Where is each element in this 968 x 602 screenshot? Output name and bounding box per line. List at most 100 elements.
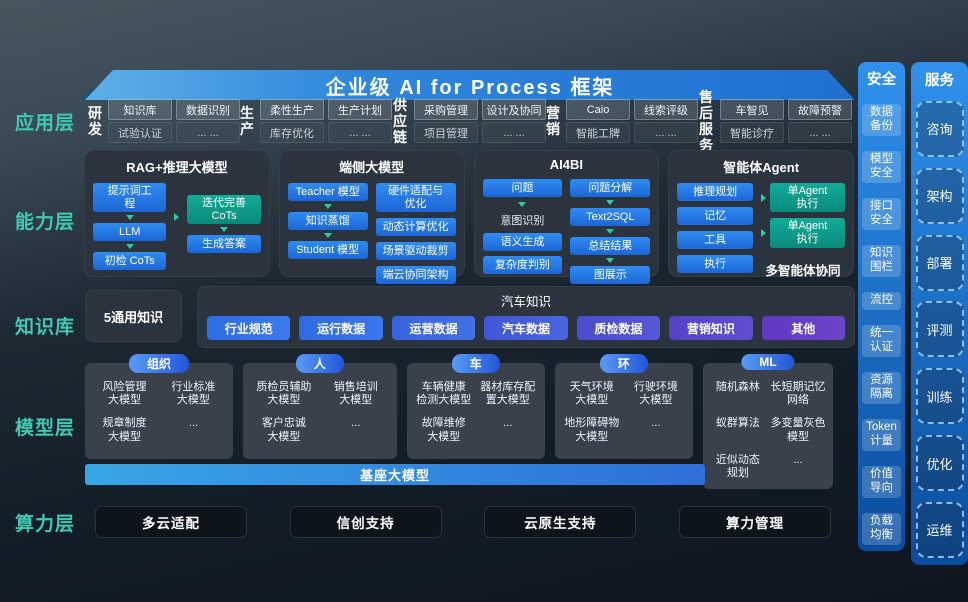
model-item: 长短期记忆 网络 <box>770 381 826 407</box>
model-item: 规章制度 大模型 <box>102 417 147 443</box>
capability-layer-row: RAG+推理大模型 提示词工 程 LLM 初检 CoTs 迭代完善 CoTs 生… <box>84 150 854 285</box>
application-layer-row: 研发 知识库 试验认证 数据识别 ... ... 生产 柔性生产 库存优化 <box>88 89 852 153</box>
service-item: 运维 <box>915 501 964 558</box>
arrow-down-icon <box>323 233 332 238</box>
security-item: 知识 围栏 <box>862 245 901 277</box>
arrow-right-icon <box>174 213 180 221</box>
model-item: 车辆健康 检测大模型 <box>416 381 472 407</box>
feature-box: 场景驱动裁剪 <box>375 242 456 261</box>
panel-title: 端侧大模型 <box>339 160 405 175</box>
app-item: ... ... <box>176 122 240 143</box>
arrow-down-icon <box>606 200 615 205</box>
model-group-ml: ML 随机森林 长短期记忆 网络 蚁群算法 多变量灰色 模型 近似动态 规划 .… <box>702 354 834 489</box>
agent-component-box: 推理规划 <box>677 183 753 201</box>
panel-title: RAG+推理大模型 <box>126 160 228 175</box>
panel-title: 智能体Agent <box>723 160 800 175</box>
model-item: 风险管理 大模型 <box>102 381 147 407</box>
security-item: 模型 安全 <box>862 151 901 183</box>
app-item: ... ... <box>634 122 698 143</box>
services-panel: 服务 咨询 架构 部署 评测 训练 优化 运维 <box>911 62 968 565</box>
security-panel: 安全 数据 备份 模型 安全 接口 安全 知识 围栏 流控 统一 认证 资源 隔… <box>858 62 905 551</box>
model-item: 质检员辅助 大模型 <box>256 381 312 407</box>
service-item: 部署 <box>915 234 964 291</box>
layer-label-model: 模型层 <box>14 418 75 439</box>
agent-component-box: 工具 <box>677 231 753 249</box>
model-group-people: 人 质检员辅助 大模型 销售培训 大模型 客户忠诚 大模型 ... <box>242 354 397 459</box>
model-group-environment: 环 天气环境 大模型 行驶环境 大模型 地形障碍物 大模型 ... <box>554 354 693 459</box>
app-item: 数据识别 <box>176 99 240 120</box>
model-item: ... <box>351 417 361 430</box>
section-label: 研发 <box>88 104 102 137</box>
panel-agent: 智能体Agent 推理规划 记忆 工具 执行 单Agent 执行 单Agent … <box>668 150 854 278</box>
model-item: 故障维修 大模型 <box>421 417 466 443</box>
layer-label-compute: 算力层 <box>14 514 75 535</box>
app-item: Caio <box>566 99 630 120</box>
service-item: 咨询 <box>915 100 964 157</box>
security-item: 流控 <box>862 292 901 311</box>
group-pill: 组织 <box>128 354 189 373</box>
panel-edge-model: 端侧大模型 Teacher 模型 知识蒸馏 Student 模型 硬件适配与 优… <box>278 150 465 285</box>
app-section-after-sales: 售后服务 车智见 智能诊疗 故障预警 ... ... <box>698 89 852 153</box>
feature-box: 硬件适配与 优化 <box>375 183 456 213</box>
security-item: 接口 安全 <box>862 198 901 230</box>
app-item: 采购管理 <box>414 99 478 120</box>
service-item: 训练 <box>915 368 964 425</box>
app-item: 线索评级 <box>634 99 698 120</box>
flow-text: 意图识别 <box>500 215 545 227</box>
panel-rag: RAG+推理大模型 提示词工 程 LLM 初检 CoTs 迭代完善 CoTs 生… <box>84 150 270 277</box>
page-title: 企业级 AI for Process 框架 <box>325 76 615 99</box>
arrow-down-icon <box>220 227 229 233</box>
flow-box: 复杂度判别 <box>482 256 563 274</box>
app-item: 柔性生产 <box>260 99 324 120</box>
auto-knowledge-panel: 汽车知识 行业规范 运行数据 运营数据 汽车数据 质检数据 营销知识 其他 <box>197 286 855 348</box>
model-layer-row: 组织 风险管理 大模型 行业标准 大模型 规章制度 大模型 ... 人 质检员辅… <box>85 354 834 489</box>
app-section-supply-chain: 供应链 采购管理 项目管理 设计及协同 ... ... <box>392 97 546 145</box>
app-item: ... ... <box>328 122 392 143</box>
arrow-right-icon <box>760 193 766 202</box>
agent-component-box: 记忆 <box>677 207 753 225</box>
app-section-rnd: 研发 知识库 试验认证 数据识别 ... ... <box>88 99 240 143</box>
app-item: 车智见 <box>720 99 784 120</box>
model-group-organization: 组织 风险管理 大模型 行业标准 大模型 规章制度 大模型 ... <box>85 354 233 459</box>
flow-box: 提示词工 程 <box>93 183 167 213</box>
knowledge-chip: 运行数据 <box>299 316 383 340</box>
knowledge-chip: 营销知识 <box>669 316 753 340</box>
model-item: 天气环境 大模型 <box>569 381 614 407</box>
app-item: 设计及协同 <box>482 99 546 120</box>
model-item: ... <box>793 453 803 466</box>
app-section-marketing: 营销 Caio 智能工牌 线索评级 ... ... <box>546 99 698 143</box>
flow-box: LLM <box>93 223 167 242</box>
group-pill: 人 <box>295 354 344 373</box>
flow-box: Text2SQL <box>570 208 651 226</box>
title-banner: 企业级 AI for Process 框架 <box>85 70 855 100</box>
security-item: 数据 备份 <box>862 104 901 136</box>
model-item: 蚁群算法 <box>715 417 760 430</box>
services-title: 服务 <box>925 73 954 89</box>
flow-box: 知识蒸馏 <box>287 212 368 230</box>
layer-label-application: 应用层 <box>14 113 75 134</box>
model-item: ... <box>503 417 513 430</box>
model-item: 随机森林 <box>715 381 760 393</box>
feature-box: 端云协同架构 <box>375 266 456 285</box>
knowledge-chip: 运营数据 <box>391 316 476 340</box>
knowledge-panel-title: 汽车知识 <box>500 295 551 309</box>
app-item: 项目管理 <box>414 122 478 143</box>
app-item: 生产计划 <box>328 99 392 120</box>
security-item: 统一 认证 <box>862 325 901 358</box>
flow-box: 问题分解 <box>570 179 651 197</box>
flow-box: 图展示 <box>570 266 651 284</box>
model-item: 器材库存配 置大模型 <box>480 381 536 407</box>
flow-box: 总结结果 <box>570 237 651 255</box>
flow-box: 生成答案 <box>187 235 261 254</box>
model-item: 客户忠诚 大模型 <box>261 417 306 443</box>
model-item: 行驶环境 大模型 <box>633 381 678 407</box>
security-item: 负载 均衡 <box>862 513 901 545</box>
security-item: 资源 隔离 <box>862 372 901 404</box>
security-item: 价值 导向 <box>862 466 901 498</box>
group-pill: 环 <box>599 354 648 373</box>
compute-box: 多云适配 <box>95 506 247 538</box>
app-item: 智能诊疗 <box>720 122 784 143</box>
agent-exec-box: 单Agent 执行 <box>769 183 845 213</box>
knowledge-chip: 质检数据 <box>576 316 661 340</box>
